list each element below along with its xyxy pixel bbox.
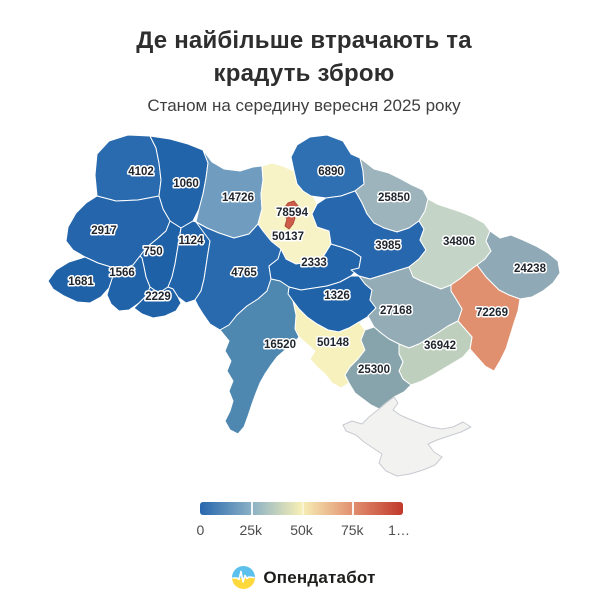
logo-pulse-line (232, 570, 256, 583)
value-label-zakarpattia: 1681 (68, 276, 94, 288)
value-label-volyn: 4102 (128, 166, 154, 178)
value-label-cherkasy: 2333 (301, 257, 327, 269)
region-kyiv-city (282, 200, 299, 230)
value-label-zhytomyr: 14726 (222, 192, 254, 204)
value-label-odesa: 16520 (264, 339, 296, 351)
value-label-mykolaiv: 50148 (317, 337, 350, 349)
value-label-kyiv-city: 78594 (276, 207, 309, 219)
region-luhansk (476, 230, 561, 300)
footer-brand: Опендатабот (0, 566, 608, 589)
legend-tick-labels: 0 25k 50k 75k 1… (196, 522, 409, 540)
value-label-chernivtsi: 2229 (145, 291, 171, 303)
region-crimea (342, 396, 472, 477)
value-label-lviv: 2917 (91, 225, 117, 237)
value-label-kharkiv: 34806 (443, 236, 475, 248)
value-label-zaporizhzhia: 36942 (424, 340, 456, 352)
value-label-rivne: 1060 (173, 178, 199, 190)
legend-tick-label-2: 50k (290, 522, 313, 538)
legend-tickmark-25 (250, 502, 253, 515)
opendatabot-logo-icon (232, 566, 256, 589)
value-label-poltava: 3985 (375, 240, 401, 252)
legend-tickmark-75 (352, 502, 355, 515)
value-label-donetsk: 72269 (476, 307, 508, 319)
header: Де найбільше втрачають та крадуть зброю … (0, 24, 608, 117)
value-label-dnipropetrovsk: 27168 (380, 305, 413, 317)
legend-tickmark-50 (301, 502, 304, 515)
value-label-sumy: 25850 (378, 192, 410, 204)
page-subtitle: Станом на середину вересня 2025 року (147, 96, 461, 115)
value-label-kirovohrad: 1326 (324, 290, 350, 302)
legend-tick-label-0: 0 (196, 522, 205, 538)
value-label-ivano-frankivsk: 1566 (109, 267, 135, 279)
region-chernivtsi (133, 286, 182, 319)
legend-tick-label-3: 75k (340, 522, 364, 538)
value-label-luhansk: 24238 (514, 263, 547, 275)
value-label-chernihiv: 6890 (318, 166, 344, 178)
legend-tick-label-1: 25k (239, 522, 263, 538)
region-odesa (219, 278, 300, 435)
color-scale-legend: 0 25k 50k 75k 1… (196, 502, 410, 540)
page-title-line2: крадуть зброю (213, 60, 395, 87)
legend-gradient-bar (200, 502, 403, 515)
value-label-khmelnytskyi: 1124 (179, 235, 205, 247)
legend-tick-label-4: 1… (388, 522, 410, 538)
value-label-ternopil: 750 (143, 246, 162, 258)
page-title-line1: Де найбільше втрачають та (136, 27, 472, 54)
brand-name: Опендатабот (263, 567, 376, 587)
value-label-vinnytsia: 4765 (231, 267, 257, 279)
map-value-labels: 4102 1060 14726 50137 6890 25850 2917 750 1124 16… (67, 165, 548, 378)
value-label-kyiv-oblast: 50137 (272, 231, 304, 243)
value-label-kherson: 25300 (358, 364, 390, 376)
map-regions (47, 134, 561, 477)
